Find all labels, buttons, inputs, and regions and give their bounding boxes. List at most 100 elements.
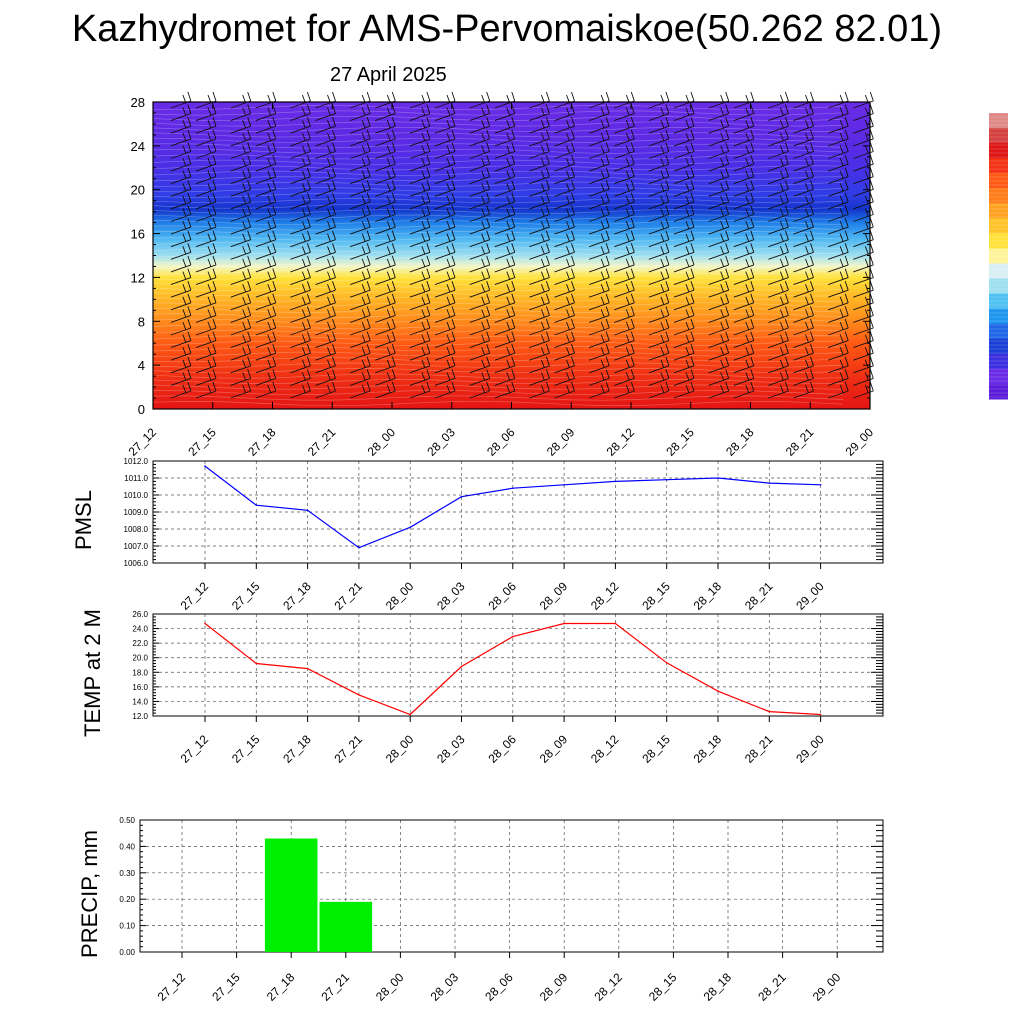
wind-barb: [255, 356, 277, 374]
wind-barb-flag: [660, 145, 665, 154]
wind-barb-flag: [720, 107, 725, 116]
wind-barb-flag: [605, 344, 610, 354]
wind-barb-flag: [511, 356, 516, 366]
wind-barb-flag: [566, 157, 570, 167]
wind-barb-flag: [805, 271, 809, 280]
colorbar-segment: [989, 278, 1008, 295]
wind-barb-flag: [685, 220, 690, 230]
wind-barb-shaft: [494, 113, 515, 122]
wind-barb-flag: [267, 183, 272, 192]
wind-barb-flag: [446, 246, 451, 255]
data-point: [768, 710, 771, 713]
wind-barb-flag: [207, 233, 212, 242]
wind-barb-flag: [720, 246, 725, 255]
wind-barb-flag: [426, 293, 431, 303]
wind-barb-flag: [660, 195, 665, 205]
contour-line: [152, 231, 844, 237]
wind-barb-flag: [327, 183, 331, 192]
data-point: [819, 713, 822, 716]
wind-barb: [170, 318, 192, 336]
wind-barb-shaft: [589, 138, 610, 147]
wind-barb-shaft: [195, 377, 217, 386]
wind-barb-flag: [545, 117, 550, 127]
wind-barb: [375, 230, 396, 248]
wind-barb-flag: [844, 369, 849, 379]
wind-barb: [170, 268, 192, 286]
wind-barb: [195, 217, 217, 235]
wind-barb: [793, 306, 814, 323]
wind-barb-flag: [750, 293, 755, 303]
wind-barb: [733, 318, 755, 336]
wind-barb-flag: [630, 356, 635, 366]
wind-barb-flag: [242, 334, 247, 343]
wind-barb-flag: [805, 284, 809, 293]
wind-barb-flag: [511, 306, 516, 316]
wind-barb-flag: [182, 233, 187, 242]
wind-barb-flag: [242, 195, 247, 205]
wind-barb-flag: [625, 321, 630, 331]
wind-barb-flag: [421, 233, 426, 242]
wind-barb-shaft: [494, 251, 515, 260]
wind-barb-flag: [750, 129, 755, 140]
wind-barb-shaft: [315, 302, 336, 311]
wind-barb: [648, 331, 670, 349]
wind-barb-shaft: [350, 314, 371, 323]
wind-barb-flag: [810, 129, 814, 140]
wind-barb-flag: [187, 167, 192, 177]
wind-barb-flag: [386, 296, 391, 305]
wind-barb-flag: [839, 296, 844, 305]
wind-barb-flag: [306, 167, 311, 177]
wind-barb: [469, 104, 491, 122]
wind-barb: [529, 281, 550, 298]
wind-barb-flag: [421, 321, 426, 331]
wind-barb: [554, 104, 575, 122]
wind-barb-shaft: [708, 352, 729, 361]
wind-barb-flag: [660, 107, 665, 116]
wind-barb-flag: [267, 347, 272, 356]
wind-barb-shaft: [290, 327, 311, 336]
wind-barb-flag: [182, 359, 187, 368]
wind-barb: [434, 344, 456, 361]
wind-barb-flag: [545, 255, 550, 266]
wind-barb: [290, 192, 311, 210]
wind-barb-shaft: [768, 151, 789, 159]
wind-barb-flag: [869, 268, 874, 278]
wind-barb-flag: [725, 192, 730, 203]
wind-barb-shaft: [290, 214, 311, 222]
wind-barb-flag: [426, 369, 431, 379]
wind-barb-flag: [630, 281, 635, 291]
wind-barb-shaft: [315, 151, 336, 159]
wind-barb: [170, 129, 192, 147]
wind-barb: [828, 331, 849, 349]
wind-barb-shaft: [315, 214, 336, 222]
wind-barb-flag: [506, 284, 511, 293]
wind-barb-flag: [212, 217, 217, 228]
wind-barb: [589, 217, 610, 235]
wind-barb-shaft: [529, 239, 550, 248]
wind-barb-flag: [750, 142, 755, 152]
wind-barb-flag: [869, 154, 874, 165]
wind-barb-flag: [187, 104, 192, 114]
wind-barb-shaft: [733, 264, 754, 273]
wind-barb-flag: [212, 318, 217, 329]
wind-barb-flag: [332, 217, 336, 228]
wind-barb-flag: [212, 180, 217, 190]
wind-barb: [793, 142, 814, 159]
wind-barb-flag: [267, 284, 272, 293]
wind-barb-flag: [784, 369, 789, 379]
wind-barb-flag: [391, 117, 396, 127]
wind-barb: [409, 192, 431, 210]
wind-barb-flag: [545, 192, 550, 203]
wind-barb-shaft: [230, 239, 251, 248]
wind-barb-flag: [386, 284, 391, 293]
wind-barb-flag: [605, 268, 610, 278]
wind-barb-flag: [810, 180, 814, 190]
wind-barb-flag: [451, 369, 456, 379]
wind-barb: [673, 318, 695, 336]
wind-barb-flag: [685, 157, 690, 167]
wind-barb: [409, 217, 431, 235]
wind-barb-shaft: [375, 327, 396, 336]
wind-barb-flag: [272, 318, 277, 329]
wind-barb: [554, 268, 575, 286]
wind-barb-flag: [839, 170, 844, 179]
